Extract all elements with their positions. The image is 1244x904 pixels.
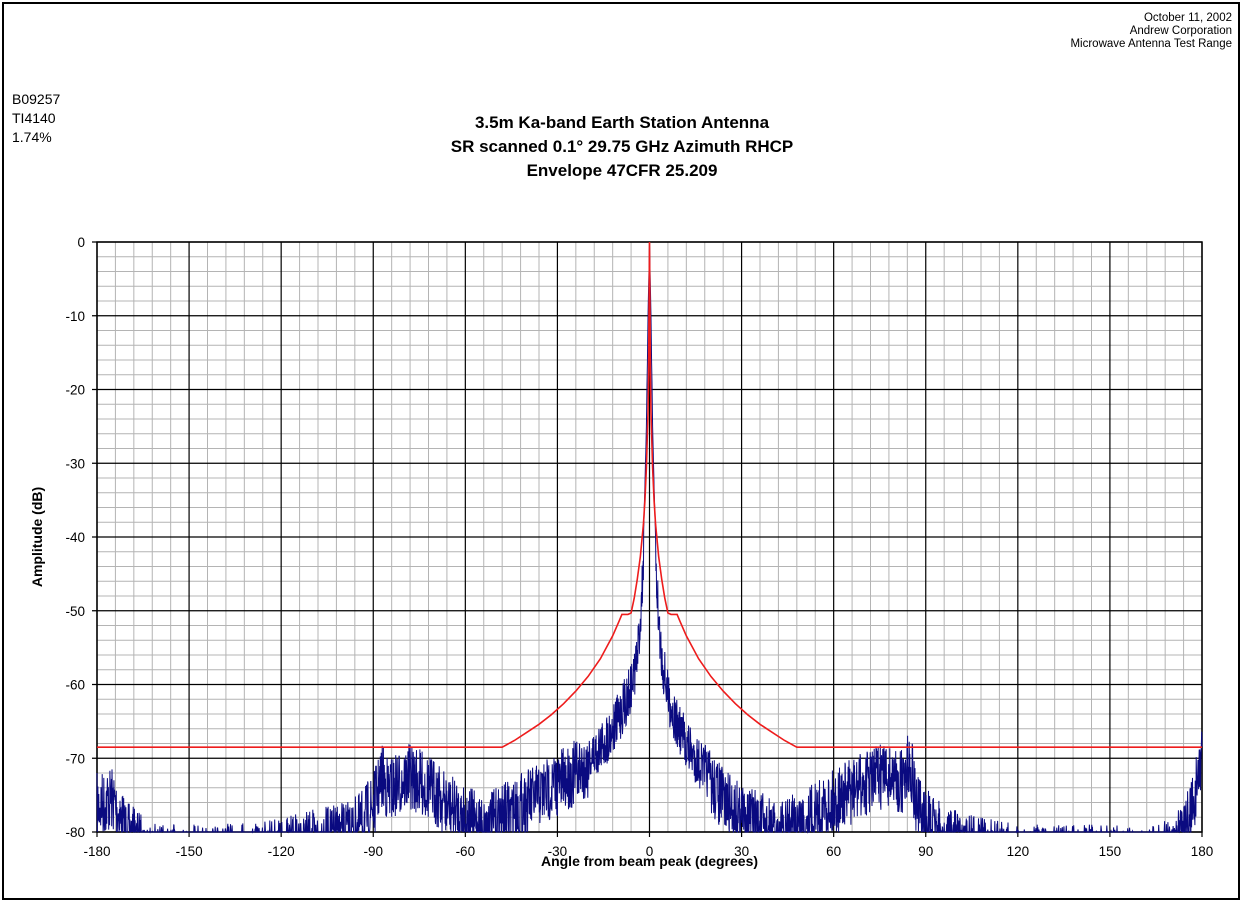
y-axis-label: Amplitude (dB) [29,487,45,587]
x-tick-label: 0 [646,844,654,859]
report-header: October 11, 2002 Andrew Corporation Micr… [1070,12,1232,51]
y-tick-label: -80 [65,825,85,840]
x-tick-label: 60 [826,844,841,859]
x-tick-label: -30 [548,844,568,859]
series-envelope-mask [97,241,1202,748]
code-line-1: B09257 [12,91,61,107]
y-tick-label: -10 [65,309,85,324]
test-codes: B09257 TI4140 1.74% [12,90,60,147]
x-tick-label: 150 [1099,844,1122,859]
report-date: October 11, 2002 [1143,12,1232,24]
x-axis-label: Angle from beam peak (degrees) [541,853,758,869]
x-tick-label: -60 [456,844,476,859]
x-tick-label: 120 [1007,844,1030,859]
x-tick-label: -180 [83,844,110,859]
company-name: Andrew Corporation [1129,25,1232,37]
x-tick-label: -150 [176,844,203,859]
y-tick-label: 0 [77,235,85,250]
y-tick-label: -60 [65,678,85,693]
y-tick-label: -70 [65,751,85,766]
chart-title-line-2: SR scanned 0.1° 29.75 GHz Azimuth RHCP [450,137,794,156]
chart-title-line-1: 3.5m Ka-band Earth Station Antenna [474,113,770,132]
y-tick-label: -30 [65,456,85,471]
x-tick-label: 90 [918,844,933,859]
x-tick-label: 30 [734,844,749,859]
x-tick-label: -120 [268,844,295,859]
code-line-2: TI4140 [12,110,56,126]
x-tick-label: 180 [1191,844,1214,859]
chart-title-line-3: Envelope 47CFR 25.209 [526,161,718,180]
y-tick-label: -20 [65,383,85,398]
facility-name: Microwave Antenna Test Range [1070,38,1232,50]
y-tick-label: -40 [65,530,85,545]
x-tick-label: -90 [363,844,383,859]
code-line-3: 1.74% [12,129,52,145]
y-tick-label: -50 [65,604,85,619]
